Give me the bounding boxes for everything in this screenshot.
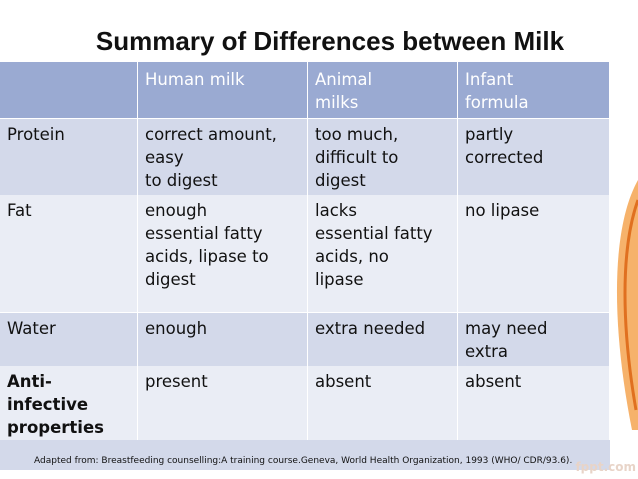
column-header: Infant formula [458, 62, 610, 118]
row-label: Anti- infective properties [0, 366, 138, 444]
footnote-row: Adapted from: Breastfeeding counselling:… [0, 440, 610, 470]
table-cell: enough essential fatty acids, lipase to … [138, 195, 308, 312]
table-cell: lacks essential fatty acids, no lipase [308, 195, 458, 312]
table-cell: may need extra [458, 313, 610, 367]
table-row: Fat enough essential fatty acids, lipase … [0, 195, 610, 313]
table-row: Protein correct amount, easy to digest too… [0, 119, 610, 196]
table-cell: absent [458, 366, 610, 444]
header-cell-blank [0, 62, 138, 118]
row-label: Fat [0, 195, 138, 312]
table: Human milk Animal milks Infant formula Prot… [0, 62, 610, 445]
orange-curve [616, 180, 638, 430]
table-cell: enough [138, 313, 308, 367]
watermark: fppt.com [575, 460, 636, 474]
table-cell: present [138, 366, 308, 444]
table-cell: extra needed [308, 313, 458, 367]
row-label: Water [0, 313, 138, 367]
title: Summary of Differences between Milk [95, 26, 565, 56]
table-cell: too much, difficult to digest [308, 119, 458, 196]
table-cell: no lipase [458, 195, 610, 312]
header-row: Human milk Animal milks Infant formula [0, 62, 610, 119]
column-header: Human milk [138, 62, 308, 118]
table-row: Water enough extra needed may need extra [0, 313, 610, 367]
table-row: Anti- infective properties present absent a… [0, 366, 610, 445]
orange-stroke [623, 199, 638, 411]
table-cell: correct amount, easy to digest [138, 119, 308, 196]
footnote: Adapted from: Breastfeeding counselling:… [34, 456, 573, 466]
table-cell: absent [308, 366, 458, 444]
row-label: Protein [0, 119, 138, 196]
column-header: Animal milks [308, 62, 458, 118]
table-cell: partly corrected [458, 119, 610, 196]
